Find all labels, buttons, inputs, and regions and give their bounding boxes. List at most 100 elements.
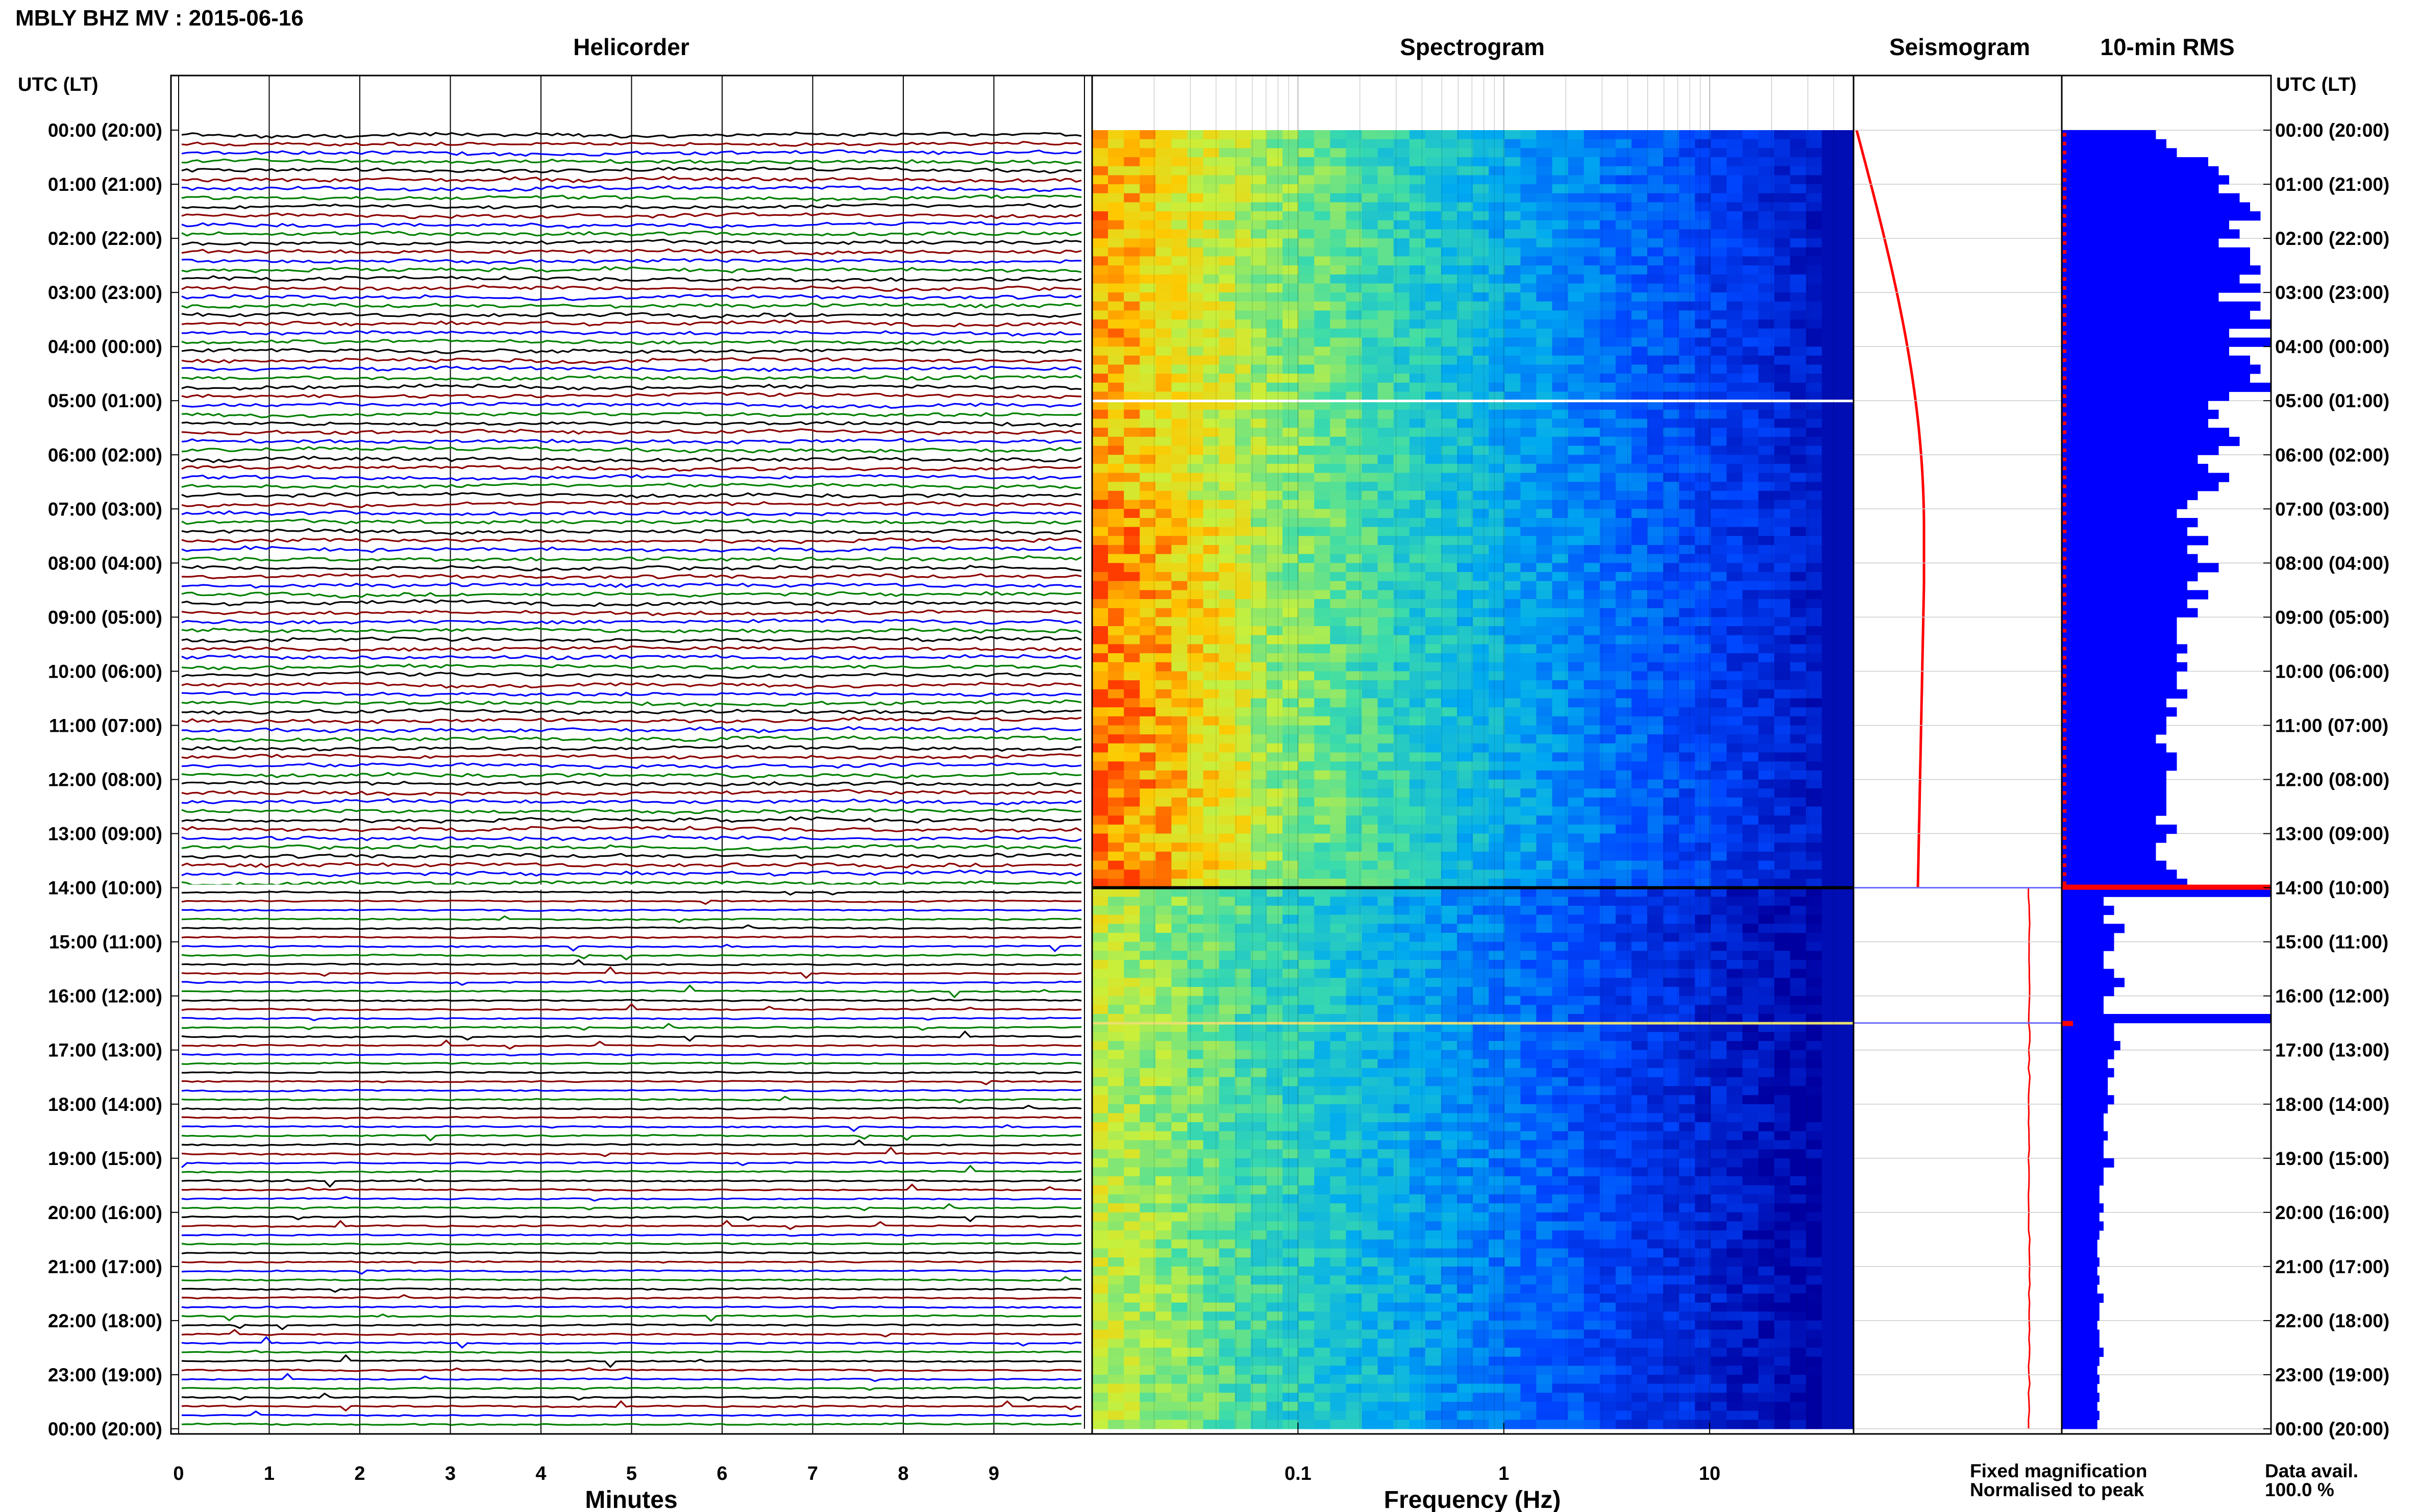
spectrogram-cell [1663, 951, 1680, 960]
spectrogram-cell [1219, 346, 1236, 356]
spectrogram-cell [1187, 554, 1204, 563]
spectrogram-cell [1790, 996, 1807, 1005]
spectrogram-cell [1599, 292, 1616, 302]
spectrogram-cell [1409, 346, 1426, 356]
spectrogram-cell [1520, 184, 1537, 194]
spectrogram-cell [1758, 734, 1775, 744]
spectrogram-cell [1742, 220, 1759, 230]
spectrogram-cell [1235, 292, 1251, 302]
spectrogram-cell [1615, 770, 1632, 780]
spectrogram-cell [1647, 545, 1664, 555]
spectrogram-cell [1742, 833, 1759, 843]
spectrogram-cell [1489, 978, 1505, 987]
spectrogram-cell [1695, 806, 1712, 816]
spectrogram-cell [1806, 581, 1822, 590]
spectrogram-cell [1552, 851, 1569, 861]
spectrogram-cell [1679, 527, 1696, 536]
spectrogram-cell [1266, 581, 1283, 590]
spectrogram-cell [1711, 301, 1727, 311]
spectrogram-cell [1441, 779, 1458, 789]
spectrogram-cell [1837, 175, 1854, 185]
spectrogram-cell [1298, 770, 1315, 780]
spectrogram-cell [1679, 635, 1696, 645]
spectrogram-cell [1108, 590, 1125, 600]
spectrogram-cell [1266, 418, 1283, 428]
spectrogram-cell [1457, 455, 1473, 464]
spectrogram-cell [1742, 897, 1759, 906]
spectrogram-cell [1457, 933, 1473, 943]
spectrogram-cell [1647, 130, 1664, 140]
spectrogram-cell [1821, 851, 1838, 861]
spectrogram-cell [1806, 310, 1822, 320]
spectrogram-cell [1679, 265, 1696, 275]
spectrogram-cell [1790, 960, 1807, 970]
spectrogram-cell [1298, 590, 1315, 600]
spectrogram-cell [1092, 166, 1109, 176]
spectrogram-cell [1409, 662, 1426, 672]
spectrogram-cell [1362, 301, 1378, 311]
spectrogram-cell [1092, 301, 1109, 311]
spectrogram-cell [1362, 536, 1378, 546]
spectrogram-cell [1219, 545, 1236, 555]
spectrogram-cell [1409, 815, 1426, 825]
spectrogram-cell [1790, 716, 1807, 726]
spectrogram-cell [1679, 256, 1696, 266]
spectrogram-cell [1330, 734, 1347, 744]
spectrogram-cell [1599, 761, 1616, 771]
spectrogram-cell [1171, 689, 1188, 699]
spectrogram-cell [1536, 914, 1553, 924]
spectrogram-cell [1631, 941, 1648, 951]
spectrogram-cell [1504, 707, 1521, 717]
spectrogram-cell [1108, 1005, 1125, 1014]
spectrogram-cell [1837, 743, 1854, 753]
spectrogram-cell [1520, 1005, 1537, 1014]
spectrogram-cell [1298, 833, 1315, 843]
spectrogram-cell [1473, 725, 1490, 735]
spectrogram-cell [1298, 969, 1315, 978]
spectrogram-cell [1536, 445, 1553, 455]
spectrogram-cell [1409, 824, 1426, 834]
spectrogram-cell [1171, 905, 1188, 915]
spectrogram-cell [1568, 761, 1585, 771]
spectrogram-cell [1552, 941, 1569, 951]
spectrogram-cell [1489, 969, 1505, 978]
spectrogram-cell [1266, 653, 1283, 663]
spectrogram-cell [1298, 1041, 1315, 1051]
spectrogram-cell [1219, 1050, 1236, 1059]
spectrogram-cell [1250, 851, 1267, 861]
spectrogram-cell [1615, 1059, 1632, 1069]
spectrogram-cell [1520, 554, 1537, 563]
spectrogram-cell [1774, 500, 1791, 509]
spectrogram-cell [1346, 707, 1363, 717]
spectrogram-cell [1568, 960, 1585, 970]
spectrogram-cell [1219, 635, 1236, 645]
spectrogram-cell [1124, 310, 1141, 320]
spectrogram-cell [1758, 364, 1775, 374]
spectrogram-cell [1473, 545, 1490, 555]
spectrogram-cell [1203, 770, 1220, 780]
spectrogram-cell [1821, 238, 1838, 248]
spectrogram-cell [1377, 924, 1394, 933]
spectrogram-cell [1552, 265, 1569, 275]
spectrogram-cell [1837, 148, 1854, 158]
spectrogram-cell [1790, 509, 1807, 518]
spectrogram-cell [1314, 220, 1331, 230]
spectrogram-cell [1171, 455, 1188, 464]
spectrogram-cell [1441, 725, 1458, 735]
spectrogram-cell [1187, 166, 1204, 176]
spectrogram-cell [1282, 1032, 1299, 1042]
spectrogram-cell [1108, 337, 1125, 347]
spectrogram-cell [1663, 851, 1680, 861]
spectrogram-cell [1140, 662, 1156, 672]
spectrogram-cell [1092, 960, 1109, 970]
spectrogram-cell [1774, 878, 1791, 888]
spectrogram-cell [1806, 382, 1822, 392]
spectrogram-cell [1108, 788, 1125, 798]
spectrogram-cell [1362, 436, 1378, 447]
spectrogram-cell [1171, 436, 1188, 447]
spectrogram-cell [1663, 355, 1680, 365]
spectrogram-cell [1663, 527, 1680, 536]
spectrogram-cell [1615, 563, 1632, 573]
spectrogram-cell [1536, 689, 1553, 699]
spectrogram-cell [1457, 689, 1473, 699]
